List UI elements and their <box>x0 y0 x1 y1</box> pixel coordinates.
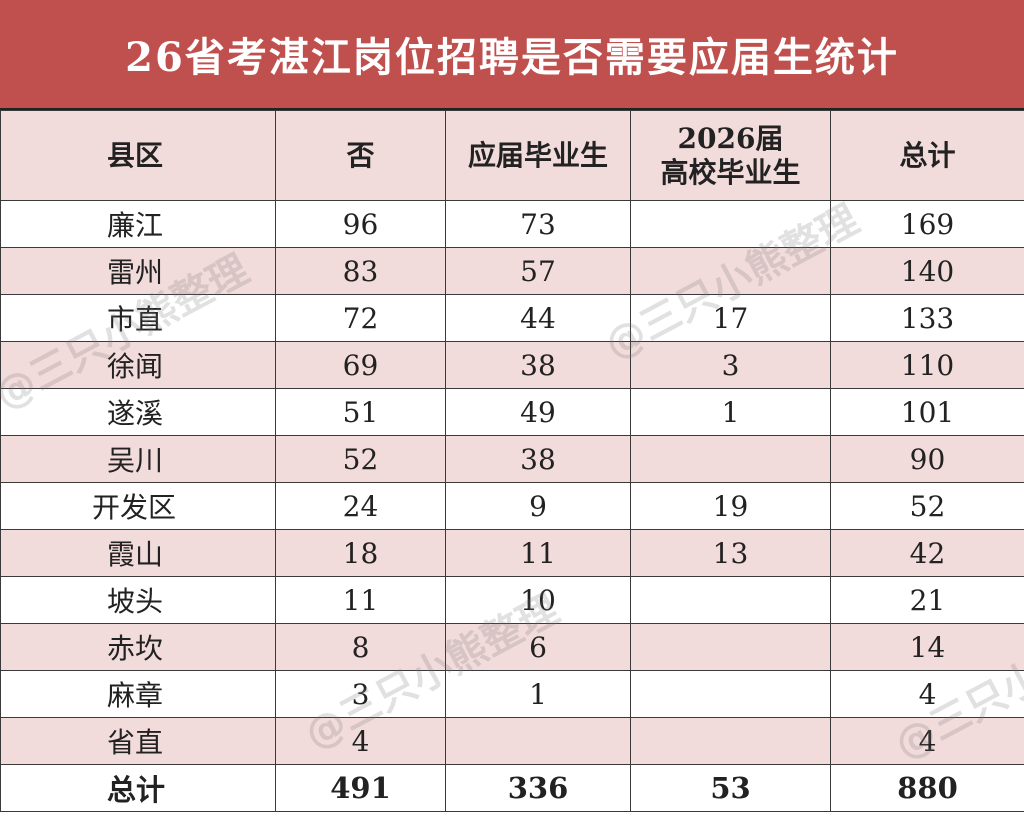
no-cell: 4 <box>275 717 446 765</box>
no-cell: 69 <box>275 341 446 389</box>
total-cell: 133 <box>830 294 1024 342</box>
county-cell: 赤坎 <box>0 623 276 671</box>
fresh-cell: 38 <box>445 435 631 483</box>
header-2026-grad-line1: 2026届 <box>677 121 784 155</box>
table-row: 市直 72 44 17 133 <box>0 294 1024 342</box>
total-cell: 140 <box>830 247 1024 295</box>
grad2026-cell <box>630 576 831 624</box>
fresh-cell: 73 <box>445 200 631 248</box>
table-row: 遂溪 51 49 1 101 <box>0 388 1024 436</box>
county-cell: 雷州 <box>0 247 276 295</box>
statistics-table: 县区 否 应届毕业生 2026届 高校毕业生 总计 廉江 96 73 169 雷… <box>0 110 1024 812</box>
table-row: 霞山 18 11 13 42 <box>0 529 1024 577</box>
total-cell: 169 <box>830 200 1024 248</box>
county-cell: 麻章 <box>0 670 276 718</box>
total-cell: 110 <box>830 341 1024 389</box>
total-cell: 4 <box>830 717 1024 765</box>
totals-grad2026: 53 <box>630 764 831 812</box>
totals-total: 880 <box>830 764 1024 812</box>
county-cell: 省直 <box>0 717 276 765</box>
grad2026-cell <box>630 623 831 671</box>
header-row: 县区 否 应届毕业生 2026届 高校毕业生 总计 <box>0 110 1024 201</box>
no-cell: 18 <box>275 529 446 577</box>
grad2026-cell: 13 <box>630 529 831 577</box>
no-cell: 96 <box>275 200 446 248</box>
no-cell: 3 <box>275 670 446 718</box>
total-cell: 14 <box>830 623 1024 671</box>
grad2026-cell: 3 <box>630 341 831 389</box>
no-cell: 11 <box>275 576 446 624</box>
grad2026-cell: 1 <box>630 388 831 436</box>
header-county: 县区 <box>0 110 276 201</box>
fresh-cell: 11 <box>445 529 631 577</box>
total-cell: 101 <box>830 388 1024 436</box>
no-cell: 51 <box>275 388 446 436</box>
fresh-cell: 1 <box>445 670 631 718</box>
grad2026-cell: 17 <box>630 294 831 342</box>
table-row: 麻章 3 1 4 <box>0 670 1024 718</box>
table-row: 开发区 24 9 19 52 <box>0 482 1024 530</box>
header-2026-grad-line2: 高校毕业生 <box>660 155 801 189</box>
fresh-cell: 6 <box>445 623 631 671</box>
header-no: 否 <box>275 110 446 201</box>
no-cell: 24 <box>275 482 446 530</box>
grad2026-cell <box>630 200 831 248</box>
county-cell: 吴川 <box>0 435 276 483</box>
no-cell: 8 <box>275 623 446 671</box>
grad2026-cell <box>630 717 831 765</box>
table-row: 雷州 83 57 140 <box>0 247 1024 295</box>
county-cell: 市直 <box>0 294 276 342</box>
fresh-cell: 44 <box>445 294 631 342</box>
no-cell: 72 <box>275 294 446 342</box>
page-title: 26省考湛江岗位招聘是否需要应届生统计 <box>0 0 1024 110</box>
fresh-cell: 38 <box>445 341 631 389</box>
grad2026-cell <box>630 670 831 718</box>
county-cell: 廉江 <box>0 200 276 248</box>
grad2026-cell <box>630 435 831 483</box>
header-fresh-grad: 应届毕业生 <box>445 110 631 201</box>
header-total: 总计 <box>830 110 1024 201</box>
county-cell: 遂溪 <box>0 388 276 436</box>
fresh-cell: 10 <box>445 576 631 624</box>
totals-fresh: 336 <box>445 764 631 812</box>
table-row: 坡头 11 10 21 <box>0 576 1024 624</box>
totals-row: 总计 491 336 53 880 <box>0 764 1024 812</box>
table-row: 徐闻 69 38 3 110 <box>0 341 1024 389</box>
county-cell: 霞山 <box>0 529 276 577</box>
table-row: 吴川 52 38 90 <box>0 435 1024 483</box>
totals-label: 总计 <box>0 764 276 812</box>
county-cell: 徐闻 <box>0 341 276 389</box>
county-cell: 开发区 <box>0 482 276 530</box>
fresh-cell <box>445 717 631 765</box>
table-row: 省直 4 4 <box>0 717 1024 765</box>
county-cell: 坡头 <box>0 576 276 624</box>
no-cell: 83 <box>275 247 446 295</box>
total-cell: 4 <box>830 670 1024 718</box>
fresh-cell: 49 <box>445 388 631 436</box>
grad2026-cell <box>630 247 831 295</box>
fresh-cell: 57 <box>445 247 631 295</box>
grad2026-cell: 19 <box>630 482 831 530</box>
total-cell: 90 <box>830 435 1024 483</box>
total-cell: 21 <box>830 576 1024 624</box>
header-2026-grad: 2026届 高校毕业生 <box>630 110 831 201</box>
totals-no: 491 <box>275 764 446 812</box>
table-row: 赤坎 8 6 14 <box>0 623 1024 671</box>
table-row: 廉江 96 73 169 <box>0 200 1024 248</box>
fresh-cell: 9 <box>445 482 631 530</box>
total-cell: 42 <box>830 529 1024 577</box>
total-cell: 52 <box>830 482 1024 530</box>
no-cell: 52 <box>275 435 446 483</box>
